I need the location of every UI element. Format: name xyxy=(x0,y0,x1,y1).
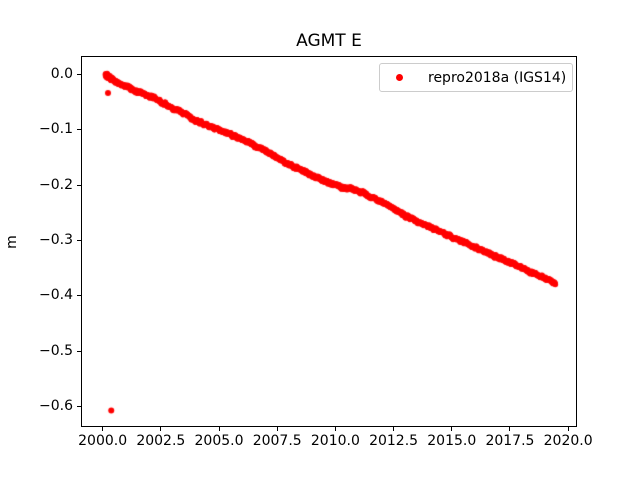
x-tick-mark xyxy=(160,427,162,431)
x-tick-label: 2010.0 xyxy=(310,433,360,449)
y-tick-mark xyxy=(77,350,81,352)
legend: repro2018a (IGS14) xyxy=(379,63,573,92)
y-tick-mark xyxy=(77,295,81,297)
x-tick-label: 2005.0 xyxy=(194,433,244,449)
y-tick-mark xyxy=(77,73,81,75)
x-tick-label: 2012.5 xyxy=(369,433,419,449)
x-tick-label: 2017.5 xyxy=(485,433,535,449)
x-tick-label: 2000.0 xyxy=(78,433,128,449)
y-tick-mark xyxy=(77,239,81,241)
y-tick-label: −0.5 xyxy=(39,342,73,359)
x-tick-mark xyxy=(276,427,278,431)
x-tick-label: 2007.5 xyxy=(252,433,302,449)
legend-marker-dot xyxy=(396,74,403,81)
y-tick-label: −0.1 xyxy=(39,121,73,138)
x-tick-label: 2002.5 xyxy=(136,433,186,449)
x-tick-mark xyxy=(393,427,395,431)
legend-label: repro2018a (IGS14) xyxy=(428,69,567,86)
x-tick-label: 2020.0 xyxy=(543,433,593,449)
y-tick-mark xyxy=(77,184,81,186)
y-tick-label: −0.4 xyxy=(39,287,73,304)
y-tick-mark xyxy=(77,406,81,407)
x-tick-label: 2015.0 xyxy=(427,433,477,449)
x-tick-mark xyxy=(567,427,569,431)
x-tick-mark xyxy=(509,427,511,431)
x-tick-mark xyxy=(451,427,453,431)
y-tick-label: −0.3 xyxy=(39,231,73,248)
y-tick-label: −0.6 xyxy=(39,398,73,414)
x-tick-mark xyxy=(102,427,104,431)
y-tick-label: 0.0 xyxy=(50,65,73,82)
x-tick-mark xyxy=(334,427,336,431)
y-tick-label: −0.2 xyxy=(39,176,73,193)
x-tick-mark xyxy=(218,427,220,431)
y-tick-mark xyxy=(77,129,81,131)
